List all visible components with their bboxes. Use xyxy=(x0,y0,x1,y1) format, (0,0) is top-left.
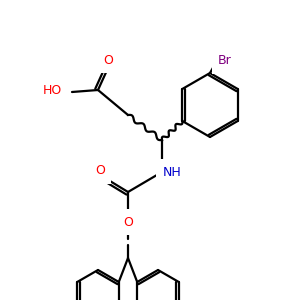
Text: Br: Br xyxy=(218,55,232,68)
Text: O: O xyxy=(123,215,133,229)
Text: O: O xyxy=(95,164,105,178)
Text: HO: HO xyxy=(43,83,62,97)
Text: O: O xyxy=(103,53,113,67)
Text: NH: NH xyxy=(163,166,182,178)
